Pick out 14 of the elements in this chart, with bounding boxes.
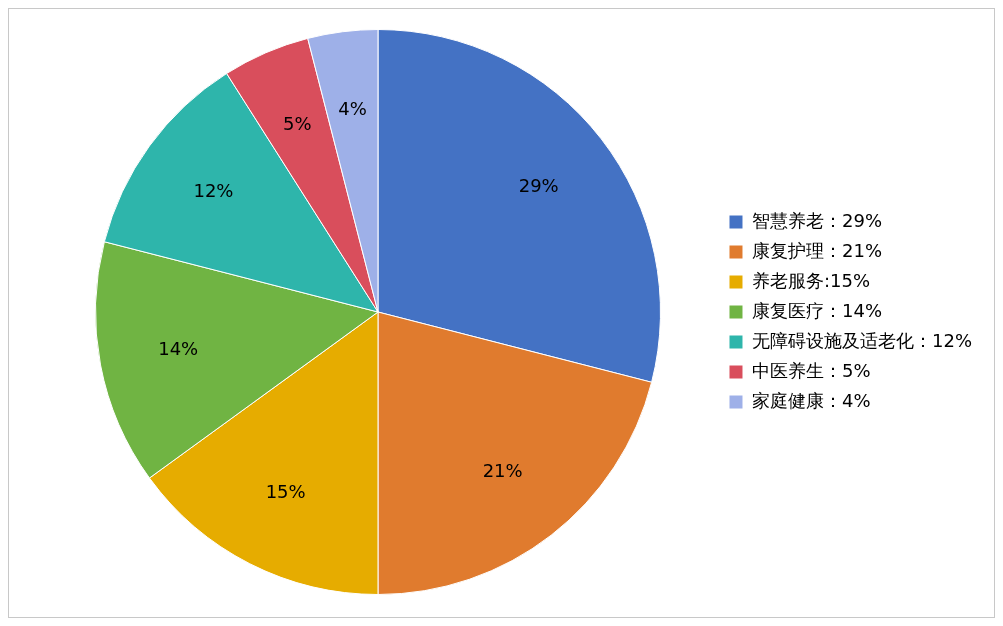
legend-label: 无障碍设施及适老化：12% [751,329,973,351]
legend-label: 养老服务:15% [751,269,871,291]
data-label: 14% [158,337,199,359]
legend-label: 康复医疗：14% [751,299,883,321]
legend-label: 中医养生：5% [751,359,871,381]
data-label: 4% [338,97,367,119]
legend-label: 智慧养老：29% [751,209,883,231]
data-label: 29% [518,175,559,197]
data-label: 12% [193,180,234,202]
data-label: 5% [282,113,312,134]
legend-label: 康复护理：21% [751,239,883,261]
legend-label: 家庭健康：4% [751,389,871,411]
data-label: 15% [265,480,306,502]
data-label: 21% [482,460,523,482]
